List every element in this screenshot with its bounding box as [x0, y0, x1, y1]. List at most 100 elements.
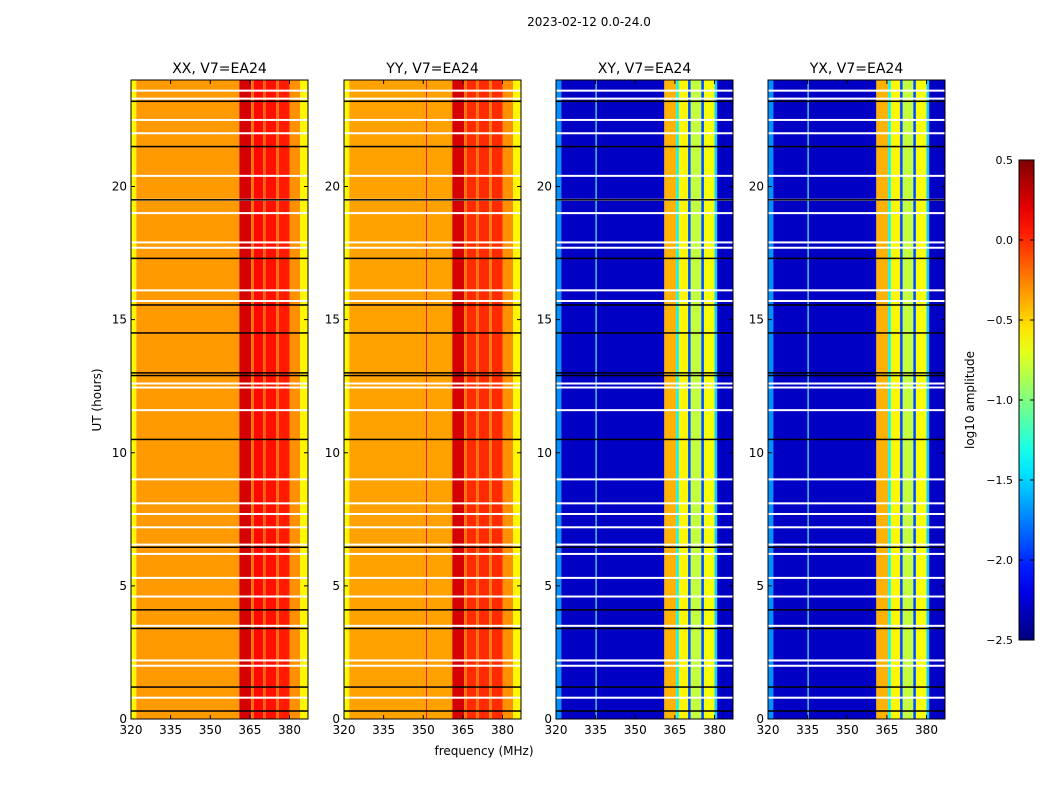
flagged-row-white: [768, 478, 945, 481]
heatmap-column: [289, 80, 301, 719]
flagged-row-white: [344, 174, 521, 177]
flagged-row-black: [344, 145, 521, 148]
colorbar-tick-label: −2.5: [986, 634, 1013, 647]
flagged-row-white: [131, 97, 308, 100]
heatmap-column: [773, 80, 808, 719]
x-tick-label: 350: [199, 723, 222, 737]
heatmap-column: [278, 80, 290, 719]
flagged-row-black: [768, 627, 945, 630]
heatmap-column: [489, 80, 492, 719]
heatmap-column: [425, 80, 428, 719]
panel-3: YX, V7=EA24 320 335 350 365 380 0 5 10 15 20: [749, 61, 946, 737]
colorbar-tick-label: −1.5: [986, 474, 1013, 487]
x-tick-label: 365: [451, 723, 474, 737]
x-tick-label: 380: [278, 723, 301, 737]
flagged-row-white: [768, 543, 945, 546]
x-tick-label: 320: [120, 723, 143, 737]
y-tick-label: 10: [325, 446, 340, 460]
flagged-row-white: [768, 659, 945, 662]
y-axis-label: UT (hours): [90, 368, 104, 431]
flagged-row-white: [556, 97, 733, 100]
panel-frame: [343, 79, 522, 720]
flagged-row-white: [344, 526, 521, 529]
flagged-row-black: [556, 438, 733, 441]
heatmap-column: [703, 80, 715, 719]
flagged-row-black: [131, 438, 308, 441]
y-tick-label: 5: [332, 579, 340, 593]
heatmap-column: [464, 80, 467, 719]
heatmap-column: [263, 80, 266, 719]
flagged-row-white: [768, 696, 945, 699]
flagged-row-white: [556, 89, 733, 92]
heatmap-column: [701, 80, 704, 719]
flagged-row-white: [131, 382, 308, 385]
flagged-row-white: [768, 624, 945, 627]
flagged-row-white: [556, 118, 733, 121]
y-tick-label: 5: [756, 579, 764, 593]
heatmap-column: [349, 80, 426, 719]
flagged-row-black: [344, 374, 521, 377]
colorbar-tick-label: −0.5: [986, 314, 1013, 327]
y-tick-label: 0: [544, 712, 552, 726]
y-tick-label: 15: [749, 313, 764, 327]
heatmap-column: [676, 80, 679, 719]
flagged-row-black: [556, 304, 733, 306]
flagged-row-white: [344, 502, 521, 505]
x-tick-label: 350: [412, 723, 435, 737]
flagged-row-black: [556, 627, 733, 630]
flagged-row-white: [768, 246, 945, 249]
x-tick-label: 335: [584, 723, 607, 737]
flagged-row-white: [768, 382, 945, 385]
flagged-row-white: [344, 241, 521, 244]
flagged-row-white: [131, 409, 308, 412]
flagged-row-black: [344, 100, 521, 103]
x-tick-label: 380: [491, 723, 514, 737]
heatmap-column: [466, 80, 477, 719]
heatmap-column: [913, 80, 916, 719]
flagged-row-white: [344, 696, 521, 699]
flagged-row-white: [768, 409, 945, 412]
flagged-row-black: [768, 372, 945, 374]
flagged-row-white: [556, 576, 733, 579]
heatmap-column: [768, 80, 774, 719]
flagged-row-white: [344, 89, 521, 92]
x-tick-label: 350: [624, 723, 647, 737]
flagged-row-white: [556, 595, 733, 598]
heatmap-column: [556, 80, 562, 719]
flagged-row-white: [556, 382, 733, 385]
flagged-row-white: [556, 502, 733, 505]
heatmap-column: [807, 80, 809, 719]
flagged-row-black: [556, 710, 733, 712]
flagged-row-black: [768, 145, 945, 148]
heatmap-column: [491, 80, 503, 719]
flagged-row-white: [556, 241, 733, 244]
flagged-row-white: [556, 543, 733, 546]
flagged-row-white: [344, 552, 521, 555]
flagged-row-black: [556, 372, 733, 374]
flagged-row-white: [131, 118, 308, 121]
flagged-row-white: [768, 386, 945, 389]
x-tick-label: 365: [238, 723, 261, 737]
flagged-row-white: [768, 512, 945, 515]
flagged-row-black: [768, 100, 945, 103]
flagged-row-white: [768, 289, 945, 292]
flagged-row-black: [344, 257, 521, 260]
colorbar-tick-label: 0.5: [996, 154, 1014, 167]
flagged-row-black: [768, 257, 945, 260]
flagged-row-black: [556, 100, 733, 103]
heatmap-column: [678, 80, 689, 719]
flagged-row-black: [131, 609, 308, 611]
flagged-row-white: [556, 409, 733, 412]
heatmap-column: [513, 80, 521, 719]
y-tick-label: 10: [537, 446, 552, 460]
heatmap-column: [427, 80, 453, 719]
flagged-row-white: [768, 502, 945, 505]
flagged-row-white: [556, 246, 733, 249]
flagged-row-black: [768, 304, 945, 306]
panel-0: XX, V7=EA24 320 335 350 365 380 0 5 10 15 20: [112, 61, 309, 737]
x-tick-label: 335: [372, 723, 395, 737]
x-tick-label: 365: [875, 723, 898, 737]
flagged-row-black: [556, 199, 733, 201]
x-axis-label: frequency (MHz): [434, 744, 533, 758]
flagged-row-white: [344, 382, 521, 385]
